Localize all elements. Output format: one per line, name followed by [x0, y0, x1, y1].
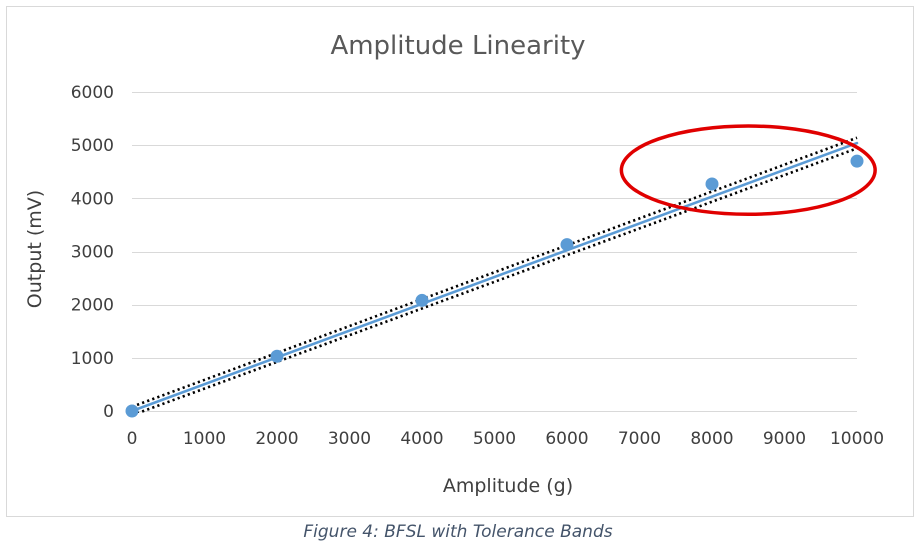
x-tick-label-9000: 9000 — [763, 429, 806, 449]
x-tick-label-1000: 1000 — [183, 429, 226, 449]
highlight-group — [619, 124, 877, 217]
data-point-4000 — [415, 293, 429, 307]
x-tick-label-2000: 2000 — [255, 429, 298, 449]
y-tick-label-0: 0 — [103, 402, 114, 422]
x-tick-label-0: 0 — [127, 429, 138, 449]
y-tick-label-6000: 6000 — [71, 83, 114, 103]
data-point-0 — [125, 404, 139, 418]
y-tick-label-1000: 1000 — [71, 349, 114, 369]
x-tick-label-7000: 7000 — [618, 429, 661, 449]
y-tick-label-5000: 5000 — [71, 136, 114, 156]
x-tick-labels: 0 1000 2000 3000 4000 5000 6000 7000 8000 9000 100… — [127, 429, 884, 449]
best-fit-line — [130, 141, 859, 413]
data-point-6000 — [560, 238, 574, 252]
best-fit-line-group — [130, 141, 859, 413]
data-points — [125, 154, 864, 418]
figure-caption: Figure 4: BFSL with Tolerance Bands — [303, 522, 612, 542]
y-tick-label-4000: 4000 — [71, 189, 114, 209]
x-tick-label-10000: 10000 — [830, 429, 884, 449]
y-tick-label-3000: 3000 — [71, 243, 114, 263]
highlight-ellipse — [619, 124, 877, 217]
tolerance-bands — [131, 136, 858, 413]
data-point-10000 — [850, 154, 864, 168]
x-tick-label-5000: 5000 — [473, 429, 516, 449]
gridlines — [132, 92, 857, 412]
x-axis-title: Amplitude (g) — [443, 475, 573, 497]
x-tick-label-4000: 4000 — [400, 429, 443, 449]
x-tick-label-6000: 6000 — [545, 429, 588, 449]
data-point-8000 — [705, 177, 719, 191]
upper-tolerance-band — [131, 136, 858, 408]
chart-frame — [6, 6, 914, 517]
y-axis-title: Output (mV) — [24, 190, 46, 308]
y-tick-label-2000: 2000 — [71, 296, 114, 316]
x-tick-label-3000: 3000 — [328, 429, 371, 449]
chart-title: Amplitude Linearity — [330, 31, 585, 61]
y-tick-labels: 0 1000 2000 3000 4000 5000 6000 — [71, 83, 114, 422]
lower-tolerance-band — [134, 147, 858, 413]
data-point-2000 — [270, 349, 284, 363]
x-tick-label-8000: 8000 — [690, 429, 733, 449]
